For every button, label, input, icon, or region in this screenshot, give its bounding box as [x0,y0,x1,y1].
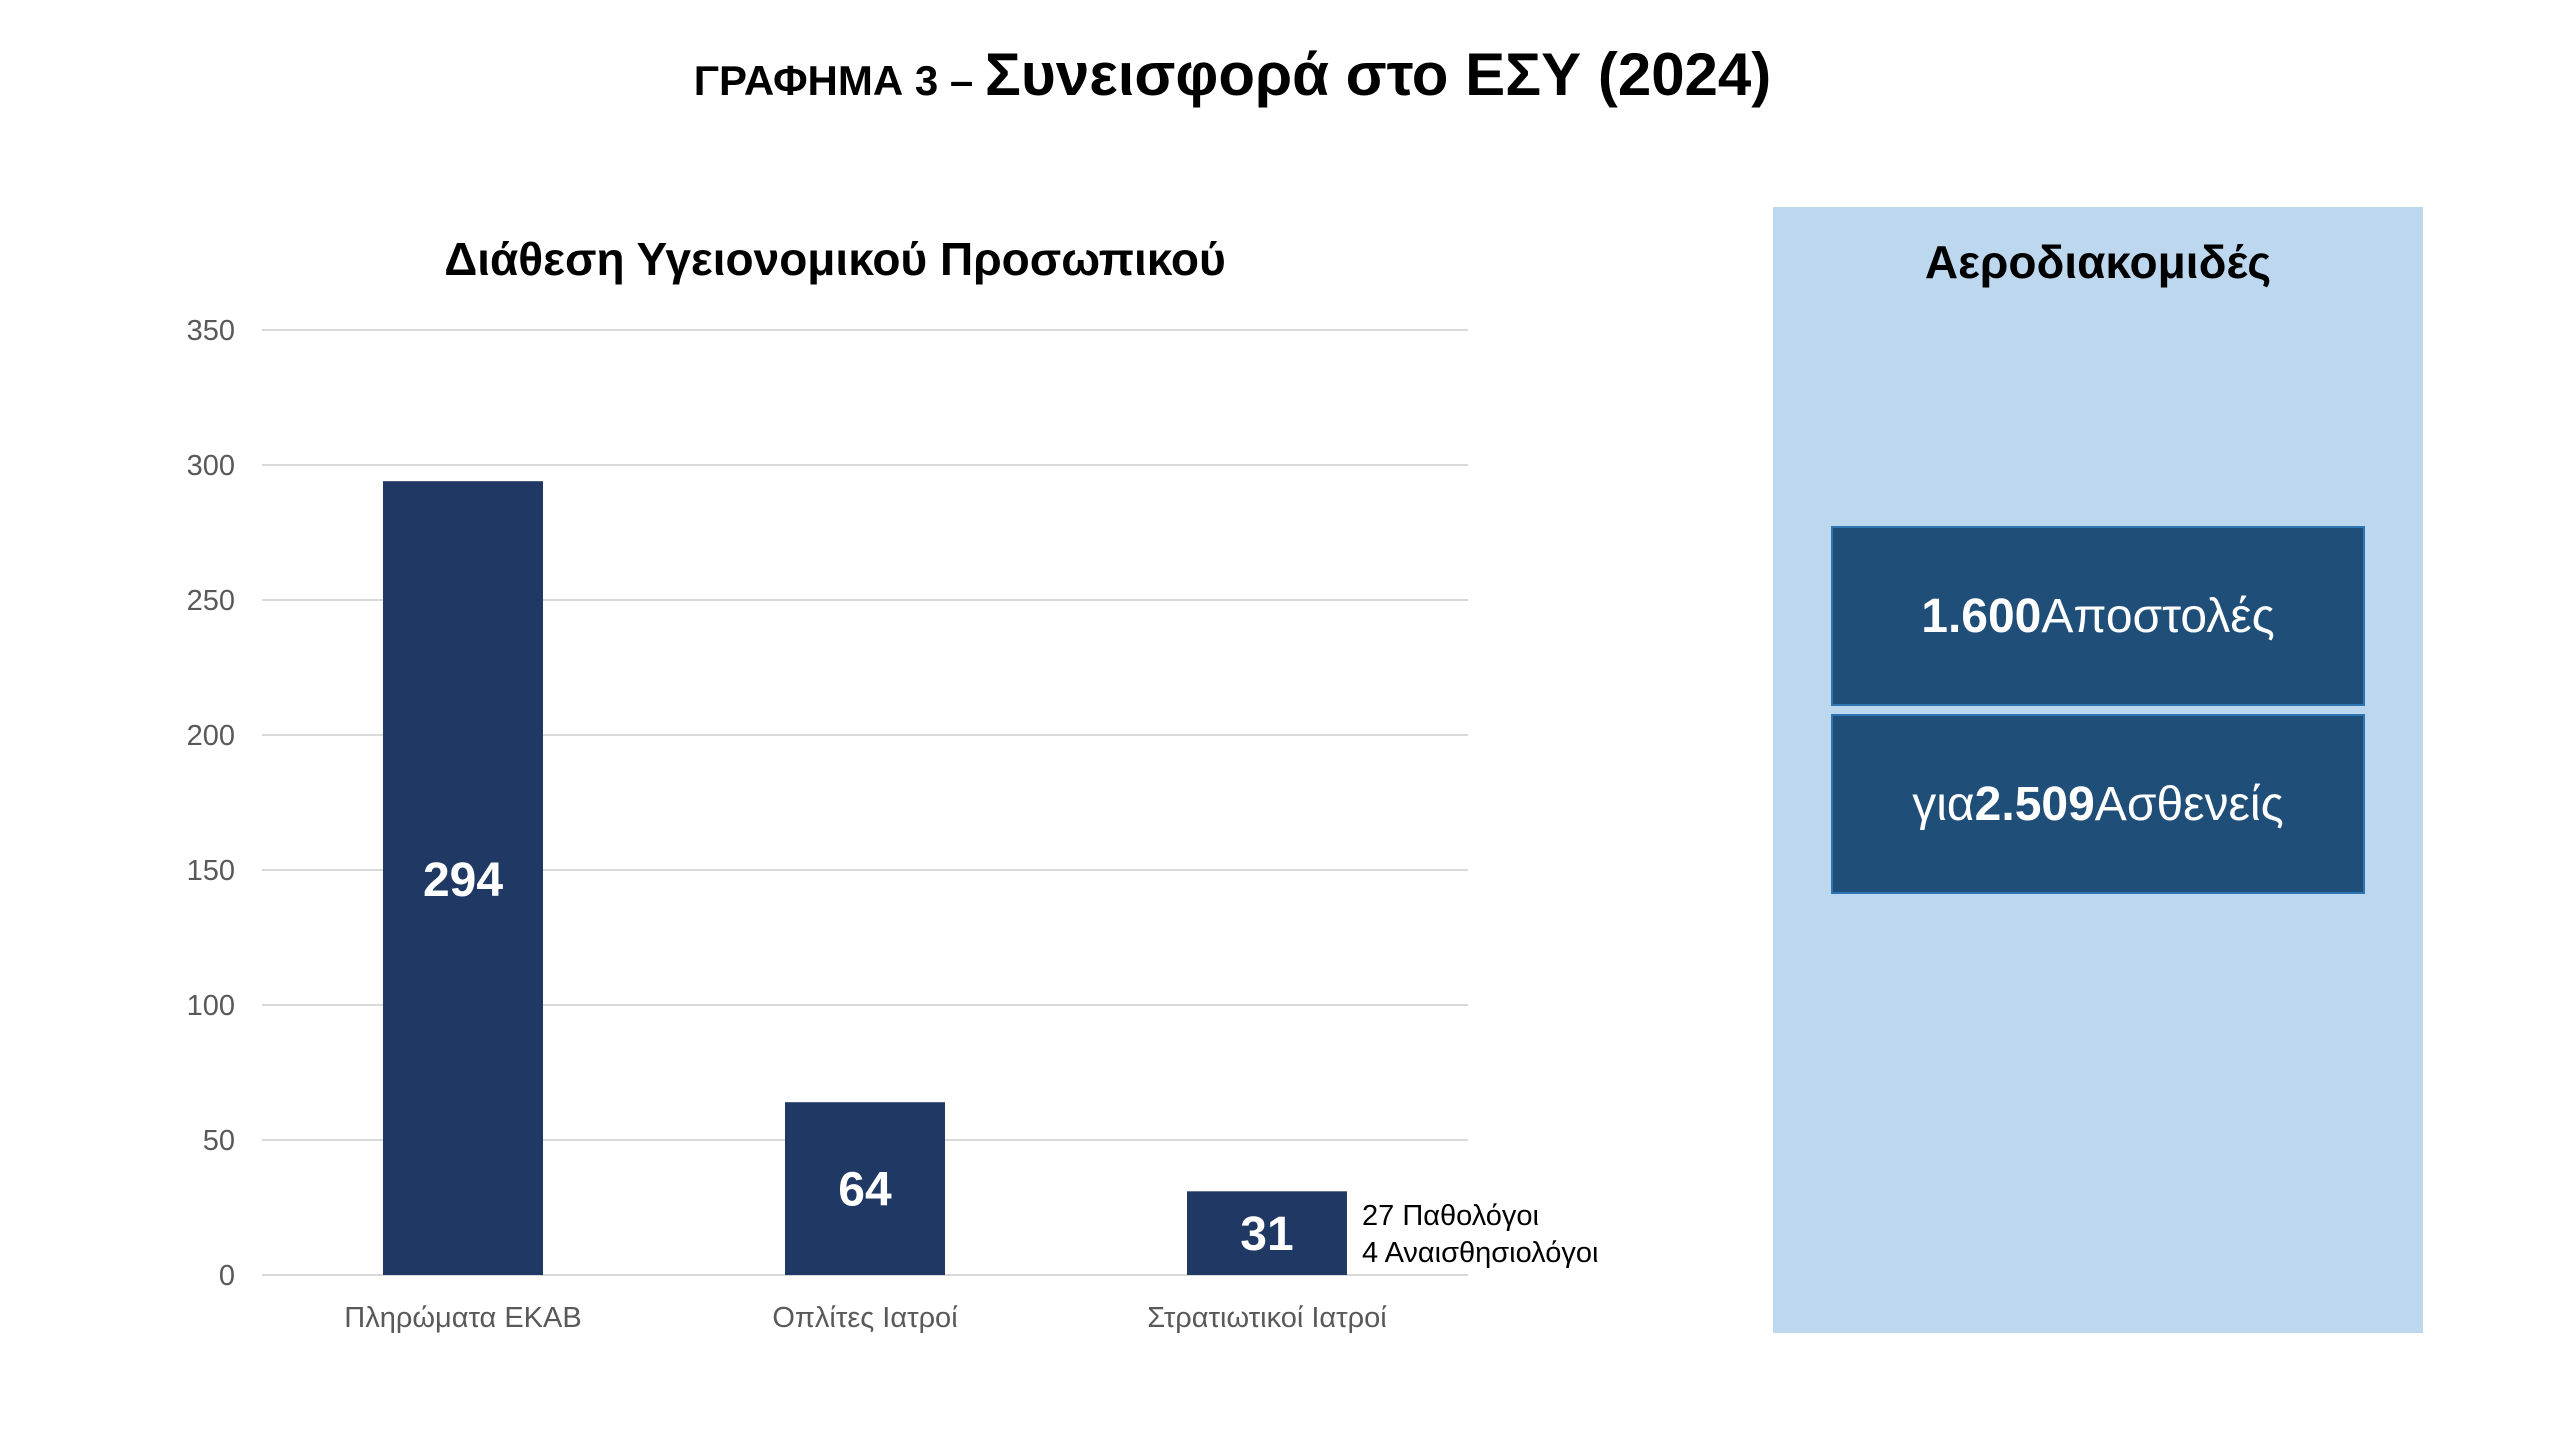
page-title-prefix: ΓΡΑΦΗΜΑ 3 – [693,57,985,104]
x-tick-label: Στρατιωτικοί Ιατροί [1147,1302,1387,1334]
missions-count: 1.600 [1921,589,2042,643]
airlift-panel: Αεροδιακομιδές 1.600 Αποστολές για 2.509… [1773,207,2423,1333]
bar-annotation: 4 Αναισθησιολόγοι [1362,1237,1598,1269]
chart-title: Διάθεση Υγειονομικού Προσωπικού [444,233,1226,285]
bar [383,481,543,1275]
y-tick-label: 200 [187,720,235,752]
airlift-panel-title: Αεροδιακομιδές [1924,236,2272,288]
y-tick-label: 250 [187,585,235,617]
x-tick-label: Οπλίτες Ιατροί [772,1302,958,1334]
y-tick-label: 0 [219,1260,235,1292]
patients-prefix: για [1912,777,1975,831]
patients-stat-box: για 2.509 Ασθενείς [1831,714,2365,894]
bar-value-label: 31 [1240,1208,1293,1261]
bar-annotation: 27 Παθολόγοι [1362,1200,1539,1232]
y-tick-label: 350 [187,315,235,347]
missions-stat-box: 1.600 Αποστολές [1831,526,2365,706]
patients-count: 2.509 [1974,777,2095,831]
bar [1187,1191,1347,1275]
page-title-main: Συνεισφορά στο ΕΣΥ (2024) [984,41,1772,108]
y-tick-label: 300 [187,450,235,482]
y-tick-label: 100 [187,990,235,1022]
patients-label: Ασθενείς [2094,777,2284,831]
page-title: ΓΡΑΦΗΜΑ 3 – Συνεισφορά στο ΕΣΥ (2024) [0,40,2465,109]
bar-value-label: 64 [838,1164,892,1217]
missions-label: Αποστολές [2041,589,2275,643]
y-tick-label: 50 [203,1125,235,1157]
y-tick-label: 150 [187,855,235,887]
bar-value-label: 294 [423,854,503,907]
bar [785,1102,945,1275]
x-tick-label: Πληρώματα ΕΚΑΒ [344,1302,581,1334]
